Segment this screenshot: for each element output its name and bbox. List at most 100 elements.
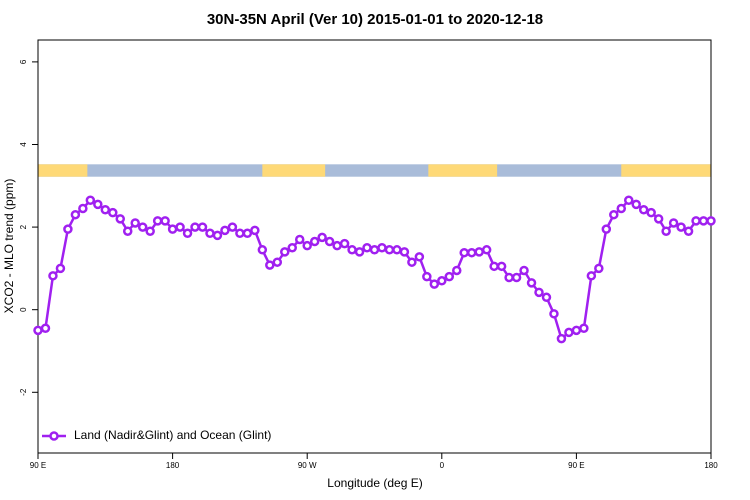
- data-point: [661, 226, 671, 236]
- y-tick-label: -2: [19, 388, 28, 396]
- data-point: [429, 279, 440, 289]
- data-point: [227, 222, 238, 232]
- land-segment: [428, 164, 498, 177]
- data-point: [152, 216, 163, 226]
- data-point: [586, 271, 597, 281]
- data-point: [623, 195, 634, 205]
- x-tick-label: 90 E: [568, 461, 584, 470]
- data-point: [422, 271, 432, 282]
- data-point: [414, 252, 425, 262]
- data-point: [115, 214, 126, 224]
- data-point: [638, 204, 649, 215]
- data-point: [601, 224, 612, 234]
- data-point: [122, 226, 133, 236]
- data-point: [444, 271, 455, 282]
- data-point: [272, 257, 283, 267]
- data-point: [33, 325, 43, 336]
- data-point: [519, 265, 529, 276]
- data-point: [108, 207, 118, 218]
- data-point: [55, 263, 66, 274]
- data-point: [257, 245, 268, 255]
- data-point: [377, 242, 387, 253]
- data-point: [384, 245, 395, 255]
- legend-label: Land (Nadir&Glint) and Ocean (Glint): [74, 428, 271, 442]
- chart-title: 30N-35N April (Ver 10) 2015-01-01 to 202…: [207, 11, 543, 28]
- data-point: [70, 209, 81, 220]
- data-point: [369, 245, 380, 255]
- data-point: [609, 209, 619, 220]
- x-axis-label: Longitude (deg E): [327, 476, 422, 490]
- data-point: [145, 226, 155, 236]
- x-tick-label: 180: [166, 461, 180, 470]
- land-segment: [262, 164, 326, 177]
- y-tick-label: 0: [19, 307, 28, 312]
- data-point: [459, 247, 469, 258]
- data-point: [212, 230, 223, 241]
- y-axis-label: XCO2 - MLO trend (ppm): [2, 179, 16, 314]
- data-point: [474, 247, 484, 257]
- data-point: [496, 261, 507, 272]
- data-point: [63, 224, 73, 234]
- data-point: [175, 222, 185, 232]
- data-point: [504, 272, 514, 283]
- data-point: [190, 222, 200, 232]
- x-tick-label: 90 W: [298, 461, 317, 470]
- data-point: [130, 218, 140, 228]
- data-point: [48, 271, 58, 281]
- data-point: [324, 236, 335, 247]
- data-point: [534, 287, 544, 298]
- data-point: [354, 247, 365, 257]
- data-point: [571, 325, 582, 336]
- data-point: [407, 257, 417, 267]
- data-point: [85, 195, 96, 205]
- legend-marker: [49, 431, 59, 441]
- data-point: [78, 203, 88, 214]
- land-segment: [621, 164, 711, 177]
- data-point: [392, 245, 402, 255]
- x-tick-label: 180: [704, 461, 718, 470]
- data-point: [235, 228, 245, 239]
- data-point: [302, 240, 312, 251]
- data-point: [698, 216, 709, 226]
- data-point: [526, 278, 537, 288]
- data-point: [339, 238, 350, 249]
- data-point: [167, 224, 178, 234]
- data-point: [549, 309, 559, 319]
- data-point: [265, 260, 275, 270]
- data-point: [691, 216, 701, 226]
- data-point: [481, 245, 492, 255]
- land-segment: [38, 164, 88, 177]
- data-point: [137, 222, 148, 232]
- data-point: [362, 242, 372, 253]
- data-point: [197, 222, 208, 232]
- data-point: [100, 204, 111, 215]
- ocean-bar: [38, 164, 711, 177]
- data-point: [541, 292, 552, 303]
- data-point: [489, 261, 499, 272]
- data-point: [676, 222, 686, 232]
- x-tick-label: 90 E: [30, 461, 46, 470]
- data-point: [332, 240, 342, 251]
- data-point: [220, 225, 230, 236]
- data-point: [347, 245, 357, 255]
- y-tick-label: 6: [19, 59, 28, 64]
- data-point: [309, 236, 320, 247]
- data-point: [646, 207, 656, 218]
- data-point: [579, 323, 589, 334]
- data-point: [466, 247, 477, 258]
- data-point: [437, 276, 447, 286]
- y-tick-label: 4: [19, 142, 28, 147]
- data-point: [280, 247, 290, 257]
- data-point: [511, 272, 522, 283]
- data-point: [564, 327, 574, 338]
- data-point: [294, 234, 305, 245]
- data-point: [205, 228, 215, 239]
- data-point: [556, 333, 567, 344]
- data-point: [668, 218, 679, 228]
- data-point: [594, 263, 604, 274]
- data-point: [242, 228, 253, 239]
- data-point: [40, 323, 51, 334]
- x-tick-label: 0: [440, 461, 445, 470]
- plot-frame: [37, 39, 712, 454]
